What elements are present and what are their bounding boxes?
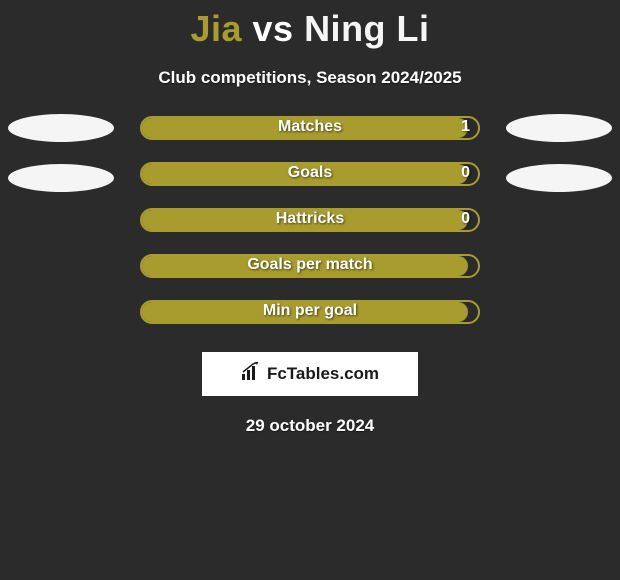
stat-row: Goals0 (0, 162, 620, 208)
page-title: Jia vs Ning Li (0, 0, 620, 56)
stat-bar-fill (142, 302, 468, 322)
stat-row: Goals per match (0, 254, 620, 300)
player-ellipse-right (506, 164, 612, 192)
stat-value-right: 0 (461, 208, 470, 232)
stat-row: Matches1 (0, 116, 620, 162)
stat-rows: Matches1Goals0Hattricks0Goals per matchM… (0, 116, 620, 346)
player-ellipse-left (8, 164, 114, 192)
stat-bar-fill (142, 210, 468, 230)
stat-value-right: 0 (461, 162, 470, 186)
bar-chart-icon (241, 362, 263, 387)
player-ellipse-left (8, 114, 114, 142)
brand-box[interactable]: FcTables.com (202, 352, 418, 396)
title-player1: Jia (190, 8, 242, 49)
stat-value-right: 1 (461, 116, 470, 140)
brand-text: FcTables.com (267, 364, 379, 384)
title-player2: Ning Li (304, 8, 429, 49)
stat-row: Hattricks0 (0, 208, 620, 254)
stat-bar-fill (142, 118, 468, 138)
date-text: 29 october 2024 (0, 416, 620, 436)
subtitle: Club competitions, Season 2024/2025 (0, 68, 620, 88)
title-vs: vs (253, 8, 294, 49)
stat-row: Min per goal (0, 300, 620, 346)
stat-bar-fill (142, 256, 468, 276)
player-ellipse-right (506, 114, 612, 142)
stat-bar-fill (142, 164, 468, 184)
